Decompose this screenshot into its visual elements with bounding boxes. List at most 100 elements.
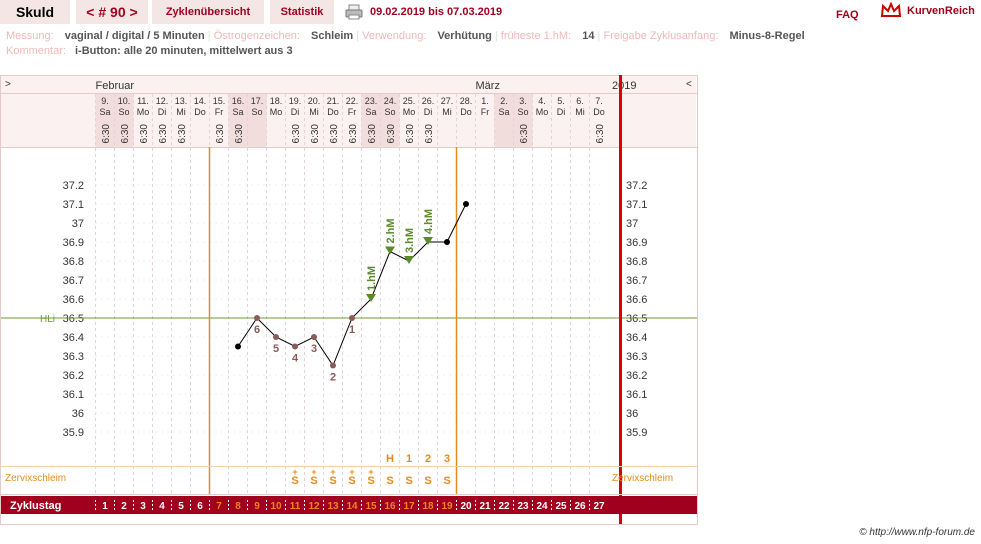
date-label: 20. — [308, 96, 321, 106]
tab-statistics[interactable]: Statistik — [270, 0, 334, 24]
y-tick-left: 36.6 — [63, 294, 84, 306]
temp-point-low — [349, 315, 355, 321]
brand-logo[interactable]: KurvenReich — [907, 5, 975, 17]
nav-left-arrow: > — [5, 79, 11, 90]
printer-icon[interactable] — [345, 4, 363, 20]
zyklustag-number: 9 — [254, 501, 260, 512]
zyklustag-number: 2 — [121, 501, 127, 512]
temp-point-high — [385, 246, 395, 255]
measure-time: 6:30 — [405, 124, 416, 144]
zyklustag-number: 5 — [178, 501, 184, 512]
measure-time: 6:30 — [310, 124, 321, 144]
measure-time: 6:30 — [329, 124, 340, 144]
y-tick-right: 36.7 — [626, 275, 647, 287]
date-label: 2. — [500, 96, 508, 106]
zyklustag-number: 18 — [422, 501, 434, 512]
y-tick-left: 36 — [72, 408, 84, 420]
date-label: 18. — [270, 96, 283, 106]
date-label: 27. — [441, 96, 454, 106]
weekday-label: Do — [194, 107, 206, 117]
measure-time: 6:30 — [424, 124, 435, 144]
mucus-mark: S — [329, 475, 336, 487]
weekday-label: So — [118, 107, 129, 117]
measure-time: 6:30 — [519, 124, 530, 144]
y-tick-left: 36.5 — [63, 313, 84, 325]
date-label: 12. — [156, 96, 169, 106]
copyright: © http://www.nfp-forum.de — [859, 527, 975, 538]
info-key: Messung: — [6, 30, 54, 42]
zyklustag-number: 23 — [517, 501, 529, 512]
weekday-label: Mi — [176, 107, 186, 117]
measure-time: 6:30 — [120, 124, 131, 144]
weekday-label: Sa — [365, 107, 376, 117]
zyklustag-number: 19 — [441, 501, 453, 512]
low-label: 6 — [254, 324, 260, 336]
cycle-nav[interactable]: < # 90 > — [76, 0, 148, 24]
date-label: 22. — [346, 96, 359, 106]
low-label: 3 — [311, 343, 317, 355]
date-label: 16. — [232, 96, 245, 106]
high-label: 3.hM — [404, 228, 416, 253]
weekday-label: Mo — [270, 107, 283, 117]
y-tick-left: 36.9 — [63, 237, 84, 249]
date-label: 14. — [194, 96, 207, 106]
tab-overview-label: Zyklenübersicht — [165, 6, 251, 18]
info-row-1: Messung: vaginal / digital / 5 Minuten |… — [6, 30, 805, 42]
mucus-top-mark: 2 — [425, 453, 431, 465]
y-tick-left: 37 — [72, 218, 84, 230]
date-label: 23. — [365, 96, 378, 106]
weekend-shade — [361, 93, 381, 147]
weekday-label: Mo — [403, 107, 416, 117]
info-separator: | — [204, 30, 214, 42]
tab-overview[interactable]: Zyklenübersicht — [152, 0, 264, 24]
y-tick-right: 37.2 — [626, 180, 647, 192]
measure-time: 6:30 — [215, 124, 226, 144]
zyklustag-number: 15 — [365, 501, 377, 512]
measure-time: 6:30 — [158, 124, 169, 144]
info-separator: | — [491, 30, 501, 42]
date-label: 13. — [175, 96, 188, 106]
tab-statistics-label: Statistik — [280, 6, 324, 18]
y-tick-right: 36.6 — [626, 294, 647, 306]
zyklustag-number: 6 — [197, 501, 203, 512]
mucus-plus: + — [349, 467, 354, 477]
mucus-top-mark: 3 — [444, 453, 450, 465]
comment-key: Kommentar: — [6, 45, 66, 57]
low-label: 5 — [273, 343, 279, 355]
high-label: 2.hM — [385, 218, 397, 243]
zyklustag-label: Zyklustag — [10, 500, 61, 512]
weekday-label: Sa — [99, 107, 110, 117]
zyklustag-number: 3 — [140, 501, 146, 512]
temp-point — [463, 201, 469, 207]
high-label: 4.hM — [423, 209, 435, 234]
weekend-shade — [95, 93, 115, 147]
info-key: Östrogenzeichen: — [213, 30, 300, 42]
mucus-top-mark: H — [386, 453, 394, 465]
temp-point-high — [366, 294, 376, 302]
info-value: Schleim — [307, 30, 354, 42]
user-tab[interactable]: Skuld — [0, 0, 70, 24]
temp-point-low — [311, 334, 317, 340]
info-key: Freigabe Zyklusanfang: — [603, 30, 719, 42]
mucus-plus: + — [368, 467, 373, 477]
measure-time: 6:30 — [595, 124, 606, 144]
faq-link[interactable]: FAQ — [836, 9, 859, 21]
date-label: 11. — [137, 96, 149, 106]
year-label: 2019 — [612, 80, 636, 92]
date-label: 19. — [289, 96, 302, 106]
weekend-shade — [513, 93, 533, 147]
zyklustag-number: 8 — [235, 501, 241, 512]
weekday-label: Di — [158, 107, 167, 117]
y-tick-right: 36.3 — [626, 351, 647, 363]
mucus-plus: + — [330, 467, 335, 477]
date-label: 21. — [327, 96, 340, 106]
date-label: 1. — [481, 96, 489, 106]
weekday-label: Mo — [137, 107, 150, 117]
zyklustag-number: 16 — [384, 501, 396, 512]
weekday-label: So — [517, 107, 528, 117]
info-value: 14 — [579, 30, 595, 42]
date-label: 25. — [403, 96, 416, 106]
mucus-mark: S — [348, 475, 355, 487]
weekend-shade — [494, 93, 514, 147]
month-label: Februar — [96, 80, 135, 92]
